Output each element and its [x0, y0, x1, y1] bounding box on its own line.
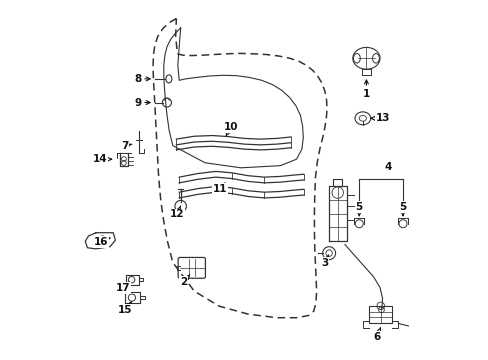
Text: 14: 14	[93, 154, 111, 164]
Text: 13: 13	[370, 113, 389, 123]
Text: 7: 7	[121, 141, 132, 151]
Text: 11: 11	[212, 183, 227, 194]
Text: 15: 15	[118, 302, 132, 315]
Text: 5: 5	[355, 202, 362, 216]
Text: 8: 8	[134, 74, 150, 84]
Text: 4: 4	[384, 162, 391, 172]
Text: 3: 3	[320, 255, 328, 268]
Bar	[369, 306, 391, 323]
Text: 12: 12	[169, 206, 184, 220]
Text: 1: 1	[362, 80, 369, 99]
Text: 5: 5	[399, 202, 406, 216]
Text: 6: 6	[373, 328, 380, 342]
Text: 16: 16	[94, 237, 110, 247]
Text: 4: 4	[384, 164, 391, 174]
Text: 10: 10	[223, 122, 238, 135]
Text: 2: 2	[180, 275, 189, 287]
Text: 17: 17	[116, 282, 130, 293]
Text: 9: 9	[134, 98, 150, 108]
